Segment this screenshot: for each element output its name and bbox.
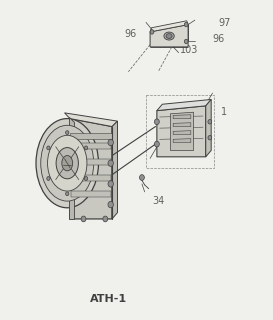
Text: 1: 1 bbox=[221, 107, 227, 117]
Text: 96: 96 bbox=[124, 28, 136, 38]
Circle shape bbox=[47, 177, 50, 180]
Circle shape bbox=[155, 141, 159, 147]
Polygon shape bbox=[170, 112, 194, 150]
Polygon shape bbox=[70, 119, 112, 219]
Polygon shape bbox=[173, 139, 191, 142]
Text: ATH-1: ATH-1 bbox=[90, 293, 127, 304]
Polygon shape bbox=[157, 100, 211, 111]
Ellipse shape bbox=[56, 148, 78, 179]
Text: 96: 96 bbox=[213, 34, 225, 44]
Polygon shape bbox=[150, 25, 188, 47]
Circle shape bbox=[84, 177, 88, 180]
Ellipse shape bbox=[36, 119, 99, 208]
Circle shape bbox=[208, 135, 212, 140]
Polygon shape bbox=[150, 21, 188, 32]
Text: 36: 36 bbox=[169, 146, 181, 156]
Circle shape bbox=[184, 22, 188, 27]
Ellipse shape bbox=[48, 135, 87, 191]
Polygon shape bbox=[173, 123, 191, 126]
Ellipse shape bbox=[166, 34, 172, 38]
Circle shape bbox=[84, 146, 88, 150]
Circle shape bbox=[81, 216, 86, 222]
Ellipse shape bbox=[62, 156, 73, 171]
Polygon shape bbox=[71, 175, 111, 181]
Polygon shape bbox=[69, 117, 74, 219]
Circle shape bbox=[108, 201, 113, 208]
Circle shape bbox=[66, 131, 69, 134]
Text: 34: 34 bbox=[153, 196, 165, 206]
Circle shape bbox=[108, 160, 113, 166]
Circle shape bbox=[108, 139, 113, 146]
Circle shape bbox=[47, 146, 50, 150]
Circle shape bbox=[103, 216, 108, 222]
Circle shape bbox=[140, 175, 144, 180]
Polygon shape bbox=[71, 143, 111, 149]
Polygon shape bbox=[70, 133, 112, 139]
Ellipse shape bbox=[164, 32, 174, 40]
Text: 97: 97 bbox=[218, 18, 230, 28]
Circle shape bbox=[208, 120, 212, 124]
Circle shape bbox=[108, 181, 113, 187]
Circle shape bbox=[184, 39, 188, 44]
Polygon shape bbox=[71, 191, 111, 197]
Circle shape bbox=[155, 119, 159, 124]
Polygon shape bbox=[112, 121, 117, 219]
Polygon shape bbox=[64, 113, 117, 126]
Polygon shape bbox=[71, 159, 111, 165]
Circle shape bbox=[66, 192, 69, 196]
Polygon shape bbox=[206, 100, 211, 157]
Polygon shape bbox=[157, 106, 206, 157]
Circle shape bbox=[150, 30, 154, 34]
Polygon shape bbox=[173, 115, 191, 119]
Ellipse shape bbox=[41, 125, 94, 201]
Text: 103: 103 bbox=[180, 45, 198, 55]
Polygon shape bbox=[173, 131, 191, 134]
